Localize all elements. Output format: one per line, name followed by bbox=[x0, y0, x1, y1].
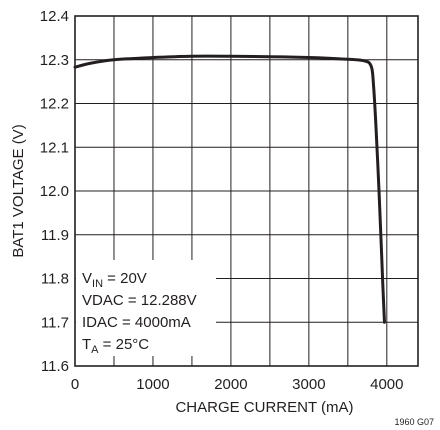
y-tick-label: 11.8 bbox=[41, 271, 69, 288]
y-tick-label: 11.6 bbox=[41, 358, 69, 375]
tick-labels: 0 1000 2000 3000 4000 12.4 12.3 12.2 12.1 12.0 11.… bbox=[40, 8, 404, 393]
y-tick-label: 12.4 bbox=[40, 8, 69, 25]
y-tick-label: 11.7 bbox=[41, 314, 69, 331]
conditions-box-background bbox=[76, 260, 216, 356]
y-tick-label: 12.3 bbox=[40, 52, 69, 69]
condition-line: IDAC = 4000mA bbox=[82, 314, 191, 331]
plot-frame bbox=[74, 15, 419, 367]
y-tick-label: 12.2 bbox=[40, 96, 69, 113]
figure-code: 1960 G07 bbox=[394, 417, 434, 427]
y-tick-label: 12.1 bbox=[40, 139, 69, 156]
x-tick-label: 1000 bbox=[136, 376, 169, 393]
x-tick-label: 4000 bbox=[370, 376, 403, 393]
x-axis-label: CHARGE CURRENT (mA) bbox=[175, 399, 353, 416]
series bbox=[73, 54, 386, 324]
y-axis-label: BAT1 VOLTAGE (V) bbox=[10, 124, 27, 257]
y-tick-label: 12.0 bbox=[40, 183, 69, 200]
condition-line: TA = 25°C bbox=[82, 336, 149, 356]
grid bbox=[75, 16, 418, 366]
y-tick-label: 11.9 bbox=[41, 227, 69, 244]
condition-line: VDAC = 12.288V bbox=[82, 292, 197, 309]
x-tick-label: 2000 bbox=[214, 376, 247, 393]
x-tick-label: 0 bbox=[71, 376, 79, 393]
series-line bbox=[73, 54, 386, 324]
x-tick-label: 3000 bbox=[292, 376, 325, 393]
